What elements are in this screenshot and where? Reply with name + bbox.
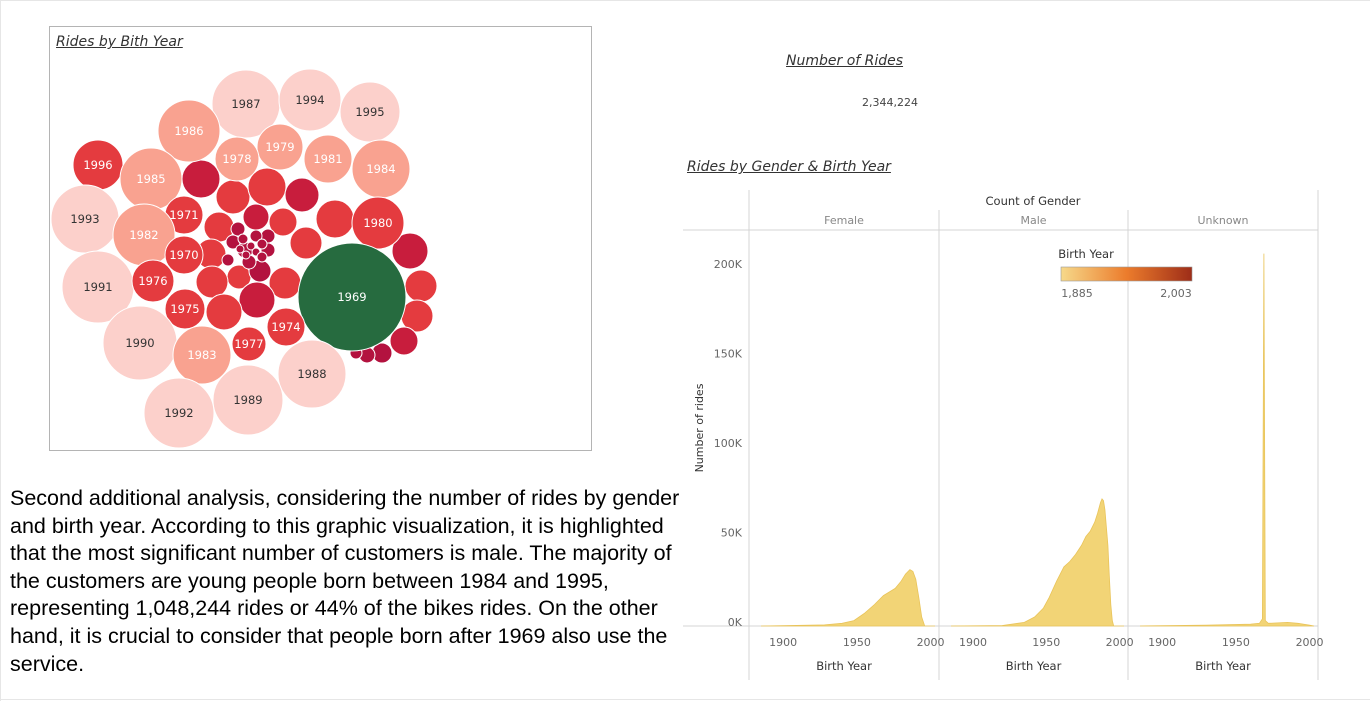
bubble-chart-panel bbox=[49, 26, 592, 451]
y-tick-label: 150K bbox=[714, 347, 743, 360]
legend-gradient-bar bbox=[1060, 266, 1193, 282]
bubble-chart-title: Rides by Bith Year bbox=[56, 34, 183, 50]
legend-title: Birth Year bbox=[1058, 247, 1114, 261]
frame-left-line bbox=[0, 0, 1, 701]
color-legend: Birth Year 1,885 2,003 bbox=[1058, 247, 1193, 300]
x-tick-label: 1900 bbox=[959, 636, 987, 649]
area-chart-title: Rides by Gender & Birth Year bbox=[687, 159, 891, 175]
x-tick-label: 1950 bbox=[1032, 636, 1060, 649]
x-tick-label: 1900 bbox=[769, 636, 797, 649]
facet-header: Count of Gender bbox=[986, 194, 1081, 208]
legend-min-label: 1,885 bbox=[1061, 287, 1093, 300]
frame-bottom-line bbox=[0, 699, 1370, 700]
x-axis-title: Birth Year bbox=[816, 659, 872, 673]
kpi-value: 2,344,224 bbox=[862, 96, 918, 109]
area-series-unknown bbox=[1139, 253, 1315, 627]
y-tick-label: 200K bbox=[714, 258, 743, 271]
area-series-male bbox=[950, 498, 1124, 627]
area-series-female bbox=[760, 569, 935, 627]
x-tick-label: 2000 bbox=[917, 636, 945, 649]
facet-label: Unknown bbox=[1197, 214, 1248, 227]
x-axis-title: Birth Year bbox=[1195, 659, 1251, 673]
x-tick-label: 1950 bbox=[1222, 636, 1250, 649]
y-tick-label: 0K bbox=[728, 616, 743, 629]
x-tick-label: 1950 bbox=[843, 636, 871, 649]
frame-top-line bbox=[0, 0, 1370, 1]
x-tick-label: 1900 bbox=[1148, 636, 1176, 649]
x-tick-label: 2000 bbox=[1296, 636, 1324, 649]
facet-label: Female bbox=[824, 214, 864, 227]
x-axis-title: Birth Year bbox=[1006, 659, 1062, 673]
y-tick-label: 100K bbox=[714, 437, 743, 450]
area-chart-layer: Count of Gender Female Birth Year 1900 1950 2… bbox=[683, 190, 1324, 680]
analysis-text: Second additional analysis, considering … bbox=[10, 486, 680, 676]
facet-label: Male bbox=[1020, 214, 1046, 227]
kpi-title: Number of Rides bbox=[786, 53, 904, 69]
y-axis-title: Number of rides bbox=[693, 383, 706, 472]
x-tick-label: 2000 bbox=[1106, 636, 1134, 649]
y-tick-label: 50K bbox=[721, 526, 743, 539]
legend-max-label: 2,003 bbox=[1160, 287, 1192, 300]
